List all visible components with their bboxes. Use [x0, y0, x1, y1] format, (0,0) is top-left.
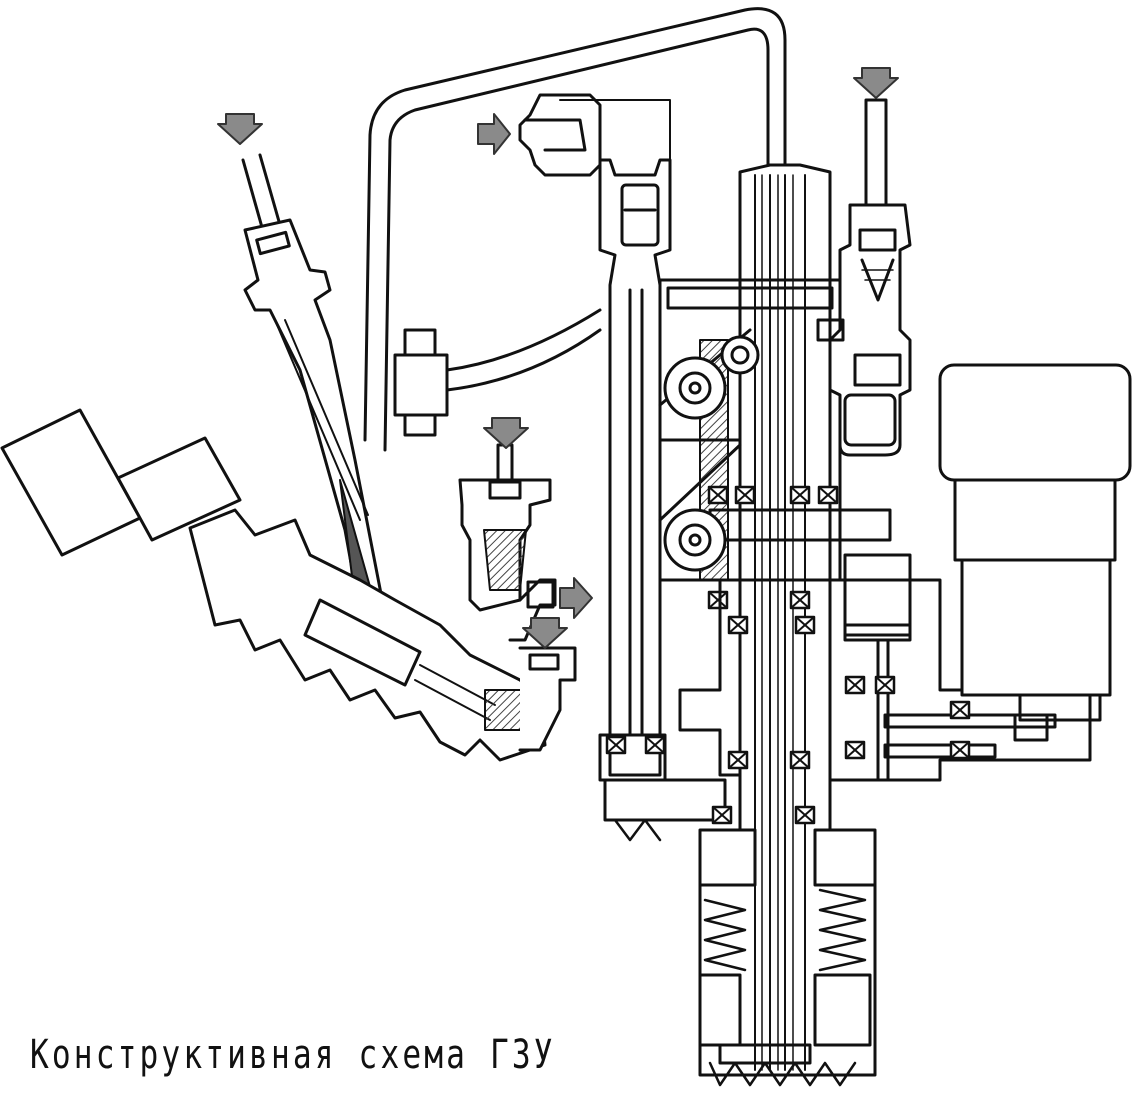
bearing-icon [727, 615, 749, 635]
pulley-icon [663, 508, 727, 572]
bearing-icon [844, 740, 866, 760]
diagram-caption: Конструктивная схема ГЗУ [30, 1032, 556, 1078]
bearing-icon [844, 675, 866, 695]
flow-arrow-icon [521, 616, 569, 650]
bearing-icon [794, 805, 816, 825]
bearing-icon [644, 735, 666, 755]
bottom-spring-assembly [698, 828, 877, 1087]
bearing-icon [949, 740, 971, 760]
flow-arrow-icon [216, 112, 264, 146]
inclined-barrel [0, 408, 547, 762]
right-injector [816, 98, 912, 457]
bearing-icon [727, 750, 749, 770]
flow-arrow-icon [559, 577, 593, 619]
flow-arrow-icon [482, 416, 530, 450]
bearing-icon [711, 805, 733, 825]
bearing-icon [789, 750, 811, 770]
flow-arrow-icon [477, 113, 511, 155]
flow-arrow-icon [852, 66, 900, 100]
electric-motor [938, 363, 1132, 722]
bearing-icon [789, 590, 811, 610]
pulley-icon [663, 356, 727, 420]
lower-small-valve [518, 646, 577, 752]
bearing-icon [605, 735, 627, 755]
pulley-icon [720, 335, 760, 375]
bearing-icon [949, 700, 971, 720]
top-inlet-nozzle [518, 93, 671, 177]
bearing-icon [707, 590, 729, 610]
bearing-icon [707, 485, 729, 505]
top-loop-pipe [363, 7, 787, 452]
bearing-icon [874, 675, 896, 695]
bearing-icon [789, 485, 811, 505]
bearing-icon [734, 485, 756, 505]
side-hose-fitting [393, 308, 602, 437]
left-column-housing [598, 158, 727, 842]
middle-valve [458, 443, 557, 642]
bearing-icon [794, 615, 816, 635]
lower-gear-housing [658, 553, 1092, 782]
spring-icon [818, 888, 867, 972]
bearing-icon [817, 485, 839, 505]
spring-icon [703, 898, 747, 972]
